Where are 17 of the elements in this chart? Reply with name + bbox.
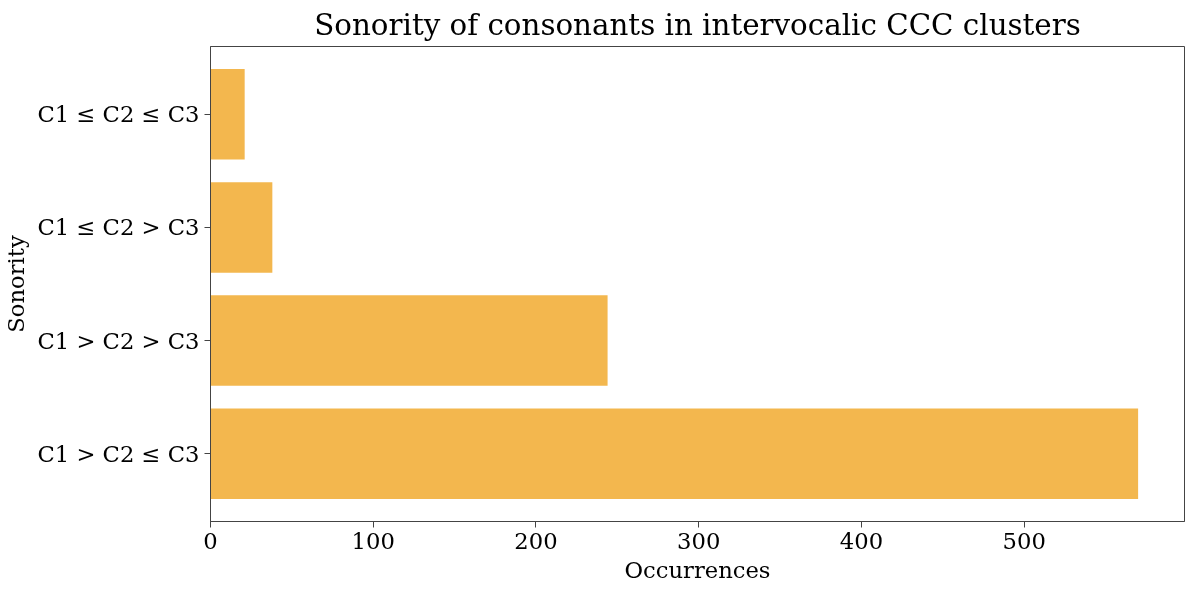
y-tick-label: C1 > C2 > C3: [37, 327, 200, 354]
x-tick-label: 200: [514, 527, 558, 554]
chart-title: Sonority of consonants in intervocalic CCC clusters: [314, 7, 1081, 42]
x-tick-label: 0: [203, 527, 218, 554]
y-axis-title: Sonority: [3, 235, 30, 333]
x-tick-label: 400: [839, 527, 884, 554]
y-tick-label: C1 > C2 ≤ C3: [37, 440, 200, 467]
bar: [210, 408, 1139, 499]
x-axis-title: Occurrences: [624, 556, 771, 583]
x-tick-label: 500: [1002, 527, 1046, 554]
bar: [210, 69, 245, 160]
x-tick-label: 300: [677, 527, 721, 554]
x-tick-label: 100: [351, 527, 395, 554]
y-tick-label: C1 ≤ C2 ≤ C3: [37, 101, 200, 128]
bar: [210, 182, 273, 273]
bar: [210, 295, 608, 386]
y-tick-label: C1 ≤ C2 > C3: [37, 214, 200, 241]
